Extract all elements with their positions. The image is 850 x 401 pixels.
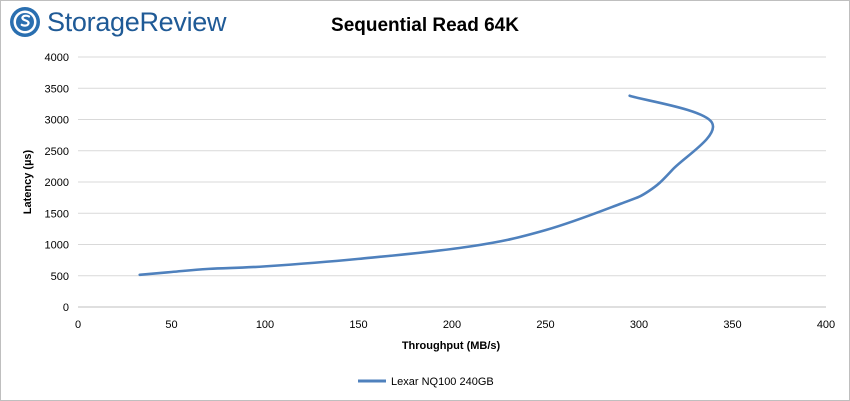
x-tick-label: 100 (256, 319, 274, 331)
x-tick-label: 150 (349, 319, 367, 331)
x-tick-label: 300 (630, 319, 648, 331)
y-tick-label: 2000 (45, 177, 69, 189)
gridlines (78, 56, 826, 308)
y-tick-label: 1000 (45, 240, 69, 252)
x-tick-label: 400 (817, 319, 835, 331)
storagereview-logo-icon (10, 7, 40, 37)
y-tick-label: 2500 (45, 146, 69, 158)
storagereview-logo: StorageReview (9, 5, 227, 39)
y-tick-label: 1500 (45, 208, 69, 220)
y-tick-label: 3000 (45, 115, 69, 127)
series-line-0 (138, 94, 715, 277)
legend: Lexar NQ100 240GB (358, 376, 494, 388)
y-axis-title: Latency (µs) (22, 149, 34, 214)
x-tick-label: 350 (723, 319, 741, 331)
x-tick-label: 200 (443, 319, 461, 331)
x-tick-label: 250 (536, 319, 554, 331)
x-axis-title: Throughput (MB/s) (402, 340, 501, 352)
y-tick-label: 3500 (45, 83, 69, 95)
y-tick-label: 4000 (45, 52, 69, 64)
x-tick-labels: 0 50 100 150 200 250 300 350 400 (75, 319, 835, 331)
legend-label: Lexar NQ100 240GB (391, 376, 494, 388)
x-tick-label: 0 (75, 319, 81, 331)
y-tick-label: 0 (63, 302, 69, 314)
x-tick-label: 50 (165, 319, 177, 331)
y-tick-labels: 0 500 1000 1500 2000 2500 3000 3500 4000 (45, 52, 69, 314)
chart-title: Sequential Read 64K (331, 15, 519, 36)
brand-name: StorageReview (47, 6, 227, 37)
y-tick-label: 500 (51, 271, 69, 283)
series-lines (138, 94, 715, 277)
